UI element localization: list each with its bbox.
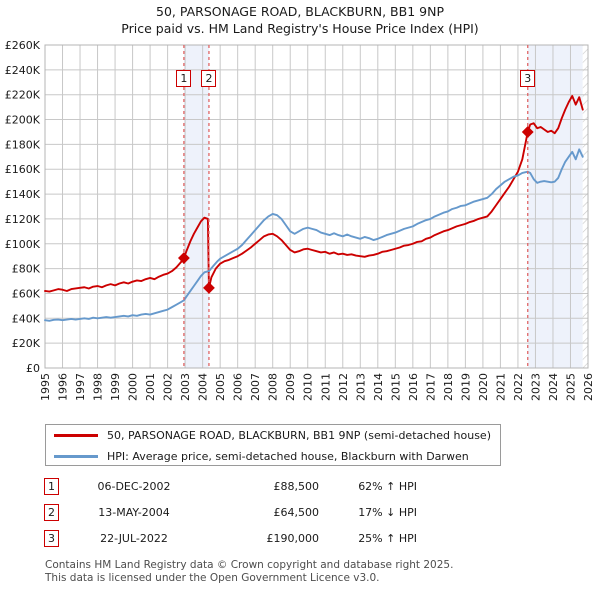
transaction-price-1: £88,500: [273, 479, 320, 493]
svg-text:2011: 2011: [319, 373, 332, 401]
chart-marker-badge-2: 2: [201, 70, 217, 87]
svg-text:1995: 1995: [39, 373, 52, 401]
svg-text:£160K: £160K: [5, 163, 41, 176]
svg-text:£260K: £260K: [5, 39, 41, 52]
svg-text:2001: 2001: [144, 373, 157, 401]
transaction-price-3: £190,000: [266, 531, 320, 545]
transaction-date-1: 06-DEC-2002: [97, 479, 171, 493]
legend-item-price-paid: 50, PARSONAGE ROAD, BLACKBURN, BB1 9NP (…: [46, 425, 500, 446]
svg-text:£60K: £60K: [12, 287, 41, 300]
svg-text:£120K: £120K: [5, 213, 41, 226]
chart-footer: Contains HM Land Registry data © Crown c…: [45, 559, 585, 584]
transaction-hpi-3: 25% ↑ HPI: [358, 531, 417, 545]
svg-text:1996: 1996: [57, 373, 70, 401]
legend-item-hpi: HPI: Average price, semi-detached house,…: [46, 446, 500, 467]
svg-text:2010: 2010: [302, 373, 315, 401]
svg-text:2020: 2020: [477, 373, 490, 401]
svg-text:£80K: £80K: [12, 263, 41, 276]
svg-text:£20K: £20K: [12, 337, 41, 350]
transaction-badge-2: 2: [44, 503, 59, 521]
svg-text:2022: 2022: [512, 373, 525, 401]
plot-area: £0 £20K £40K £60K £80K £100K £120K £140K £160K £1…: [5, 39, 595, 401]
legend-label-price-paid: 50, PARSONAGE ROAD, BLACKBURN, BB1 9NP (…: [107, 429, 491, 442]
transaction-hpi-2: 17% ↓ HPI: [358, 505, 417, 519]
legend-swatch-hpi: [54, 455, 98, 458]
transaction-price-2: £64,500: [273, 505, 320, 519]
svg-text:2004: 2004: [197, 373, 210, 401]
svg-text:2006: 2006: [232, 373, 245, 401]
svg-text:£40K: £40K: [12, 312, 41, 325]
transactions-table: 1 06-DEC-2002 £88,500 62% ↑ HPI 2 13-MAY…: [44, 473, 464, 551]
svg-text:1998: 1998: [92, 373, 105, 401]
legend-swatch-price-paid: [54, 434, 98, 437]
svg-text:2002: 2002: [162, 373, 175, 401]
table-row: 2 13-MAY-2004 £64,500 17% ↓ HPI: [44, 499, 464, 525]
svg-text:£220K: £220K: [5, 89, 41, 102]
chart-title: 50, PARSONAGE ROAD, BLACKBURN, BB1 9NP P…: [0, 0, 600, 37]
table-row: 1 06-DEC-2002 £88,500 62% ↑ HPI: [44, 473, 464, 499]
svg-text:£240K: £240K: [5, 64, 41, 77]
svg-text:2025: 2025: [564, 373, 577, 401]
svg-text:£180K: £180K: [5, 138, 41, 151]
svg-text:2014: 2014: [372, 373, 385, 401]
svg-text:2012: 2012: [337, 373, 350, 401]
svg-text:£100K: £100K: [5, 238, 41, 251]
svg-text:2009: 2009: [284, 373, 297, 401]
svg-text:2013: 2013: [354, 373, 367, 401]
svg-text:2007: 2007: [249, 373, 262, 401]
legend-label-hpi: HPI: Average price, semi-detached house,…: [107, 450, 469, 463]
transaction-badge-3: 3: [44, 529, 59, 547]
chart-marker-badge-3: 3: [520, 70, 536, 87]
svg-text:2005: 2005: [214, 373, 227, 401]
svg-text:1999: 1999: [109, 373, 122, 401]
transaction-badge-1: 1: [44, 477, 59, 495]
transaction-date-3: 22-JUL-2022: [100, 531, 168, 545]
svg-text:2019: 2019: [459, 373, 472, 401]
svg-text:£200K: £200K: [5, 114, 41, 127]
table-row: 3 22-JUL-2022 £190,000 25% ↑ HPI: [44, 525, 464, 551]
svg-text:2017: 2017: [424, 373, 437, 401]
transaction-hpi-1: 62% ↑ HPI: [358, 479, 417, 493]
svg-text:2024: 2024: [547, 373, 560, 401]
svg-text:£140K: £140K: [5, 188, 41, 201]
svg-text:2016: 2016: [407, 373, 420, 401]
title-line-1: 50, PARSONAGE ROAD, BLACKBURN, BB1 9NP: [156, 4, 444, 19]
svg-text:1997: 1997: [74, 373, 87, 401]
svg-text:2026: 2026: [582, 373, 595, 401]
footer-copyright: Contains HM Land Registry data © Crown c…: [45, 559, 454, 571]
footer-licence: This data is licensed under the Open Gov…: [45, 571, 380, 584]
svg-text:2008: 2008: [267, 373, 280, 401]
chart-marker-badge-1: 1: [176, 70, 192, 87]
title-line-2: Price paid vs. HM Land Registry's House …: [121, 21, 479, 36]
svg-text:£0: £0: [26, 362, 40, 375]
svg-text:2021: 2021: [494, 373, 507, 401]
chart-legend: 50, PARSONAGE ROAD, BLACKBURN, BB1 9NP (…: [45, 424, 501, 466]
svg-text:2000: 2000: [127, 373, 140, 401]
svg-text:2003: 2003: [179, 373, 192, 401]
svg-text:2018: 2018: [442, 373, 455, 401]
svg-text:2015: 2015: [389, 373, 402, 401]
transaction-date-2: 13-MAY-2004: [98, 505, 170, 519]
svg-text:2023: 2023: [529, 373, 542, 401]
